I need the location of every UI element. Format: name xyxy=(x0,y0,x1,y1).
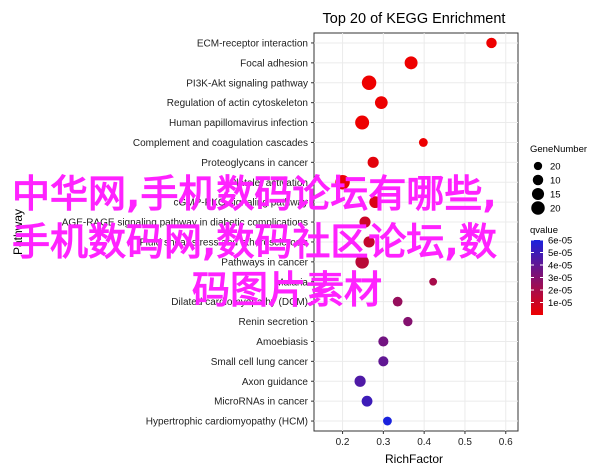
color-legend-bar xyxy=(531,240,543,315)
data-point xyxy=(363,236,375,248)
size-legend-dot xyxy=(531,201,545,215)
color-legend-title: qvalue xyxy=(530,225,558,236)
y-tick-label: Pathways in cancer xyxy=(221,257,308,268)
y-tick-label: MicroRNAs in cancer xyxy=(214,397,309,408)
x-axis-label: RichFactor xyxy=(385,452,443,466)
data-point xyxy=(335,175,350,190)
data-point xyxy=(374,96,388,109)
y-tick-label: PI3K-Akt signaling pathway xyxy=(186,78,308,89)
y-tick-label: AGE-RAGE signaling pathway in diabetic c… xyxy=(62,218,308,229)
x-tick-label: 0.5 xyxy=(458,437,472,448)
x-tick-label: 0.2 xyxy=(336,437,350,448)
y-tick-label: ECM-receptor interaction xyxy=(197,38,308,49)
y-tick-label: Complement and coagulation cascades xyxy=(133,138,308,149)
y-tick-label: Malaria xyxy=(275,277,308,288)
size-legend-label: 15 xyxy=(550,190,561,201)
data-point xyxy=(359,216,371,228)
data-point xyxy=(355,255,369,269)
data-point xyxy=(355,115,370,130)
y-tick-label: Amoebiasis xyxy=(256,337,308,348)
color-legend-label: 2e-05 xyxy=(548,286,572,297)
data-point xyxy=(418,138,428,147)
y-tick-label: Focal adhesion xyxy=(240,58,308,69)
size-legend-label: 20 xyxy=(550,204,561,215)
y-axis-label: Pathway xyxy=(11,209,25,255)
y-tick-label: Fluid shear stress and atherosclerosis xyxy=(140,237,308,248)
color-legend-label: 4e-05 xyxy=(548,261,572,272)
x-tick-label: 0.4 xyxy=(417,437,431,448)
y-tick-label: cGMP-PKG signaling pathway xyxy=(173,198,308,209)
data-point xyxy=(429,277,438,286)
x-tick-label: 0.3 xyxy=(376,437,390,448)
size-legend-title: GeneNumber xyxy=(530,144,587,155)
data-point xyxy=(367,156,379,168)
data-point xyxy=(392,296,403,307)
color-legend-label: 5e-05 xyxy=(548,248,572,259)
x-tick-label: 0.6 xyxy=(499,437,513,448)
size-legend-dot xyxy=(531,187,545,201)
y-tick-label: Small cell lung cancer xyxy=(211,357,309,368)
color-legend-label: 3e-05 xyxy=(548,273,572,284)
plot-area xyxy=(313,32,519,432)
color-legend-label: 6e-05 xyxy=(548,236,572,247)
size-legend-dot xyxy=(533,161,543,171)
data-point xyxy=(486,37,497,49)
data-point xyxy=(383,416,392,426)
data-point xyxy=(361,395,373,407)
size-legend-dot xyxy=(532,174,544,186)
size-legend-label: 20 xyxy=(550,162,561,173)
y-tick-label: Platelet activation xyxy=(230,178,308,189)
data-point xyxy=(361,75,377,90)
y-tick-label: Dilated cardiomyopathy (DCM) xyxy=(171,297,308,308)
y-tick-label: Hypertrophic cardiomyopathy (HCM) xyxy=(146,417,308,428)
y-tick-label: Regulation of actin cytoskeleton xyxy=(167,98,308,109)
y-tick-label: Proteoglycans in cancer xyxy=(201,158,308,169)
size-legend: GeneNumber 20 10 15 20 xyxy=(530,144,587,215)
chart-title: Top 20 of KEGG Enrichment xyxy=(323,11,506,27)
data-point xyxy=(354,375,366,387)
y-tick-label: Axon guidance xyxy=(242,377,309,388)
data-point xyxy=(403,316,413,327)
color-legend-label: 1e-05 xyxy=(548,298,572,309)
y-tick-label: Human papillomavirus infection xyxy=(169,118,308,129)
data-point xyxy=(369,196,382,209)
size-legend-label: 10 xyxy=(550,176,561,187)
y-tick-label: Renin secretion xyxy=(239,317,308,328)
data-point xyxy=(378,336,389,347)
data-point xyxy=(378,356,389,367)
data-point xyxy=(404,56,418,70)
